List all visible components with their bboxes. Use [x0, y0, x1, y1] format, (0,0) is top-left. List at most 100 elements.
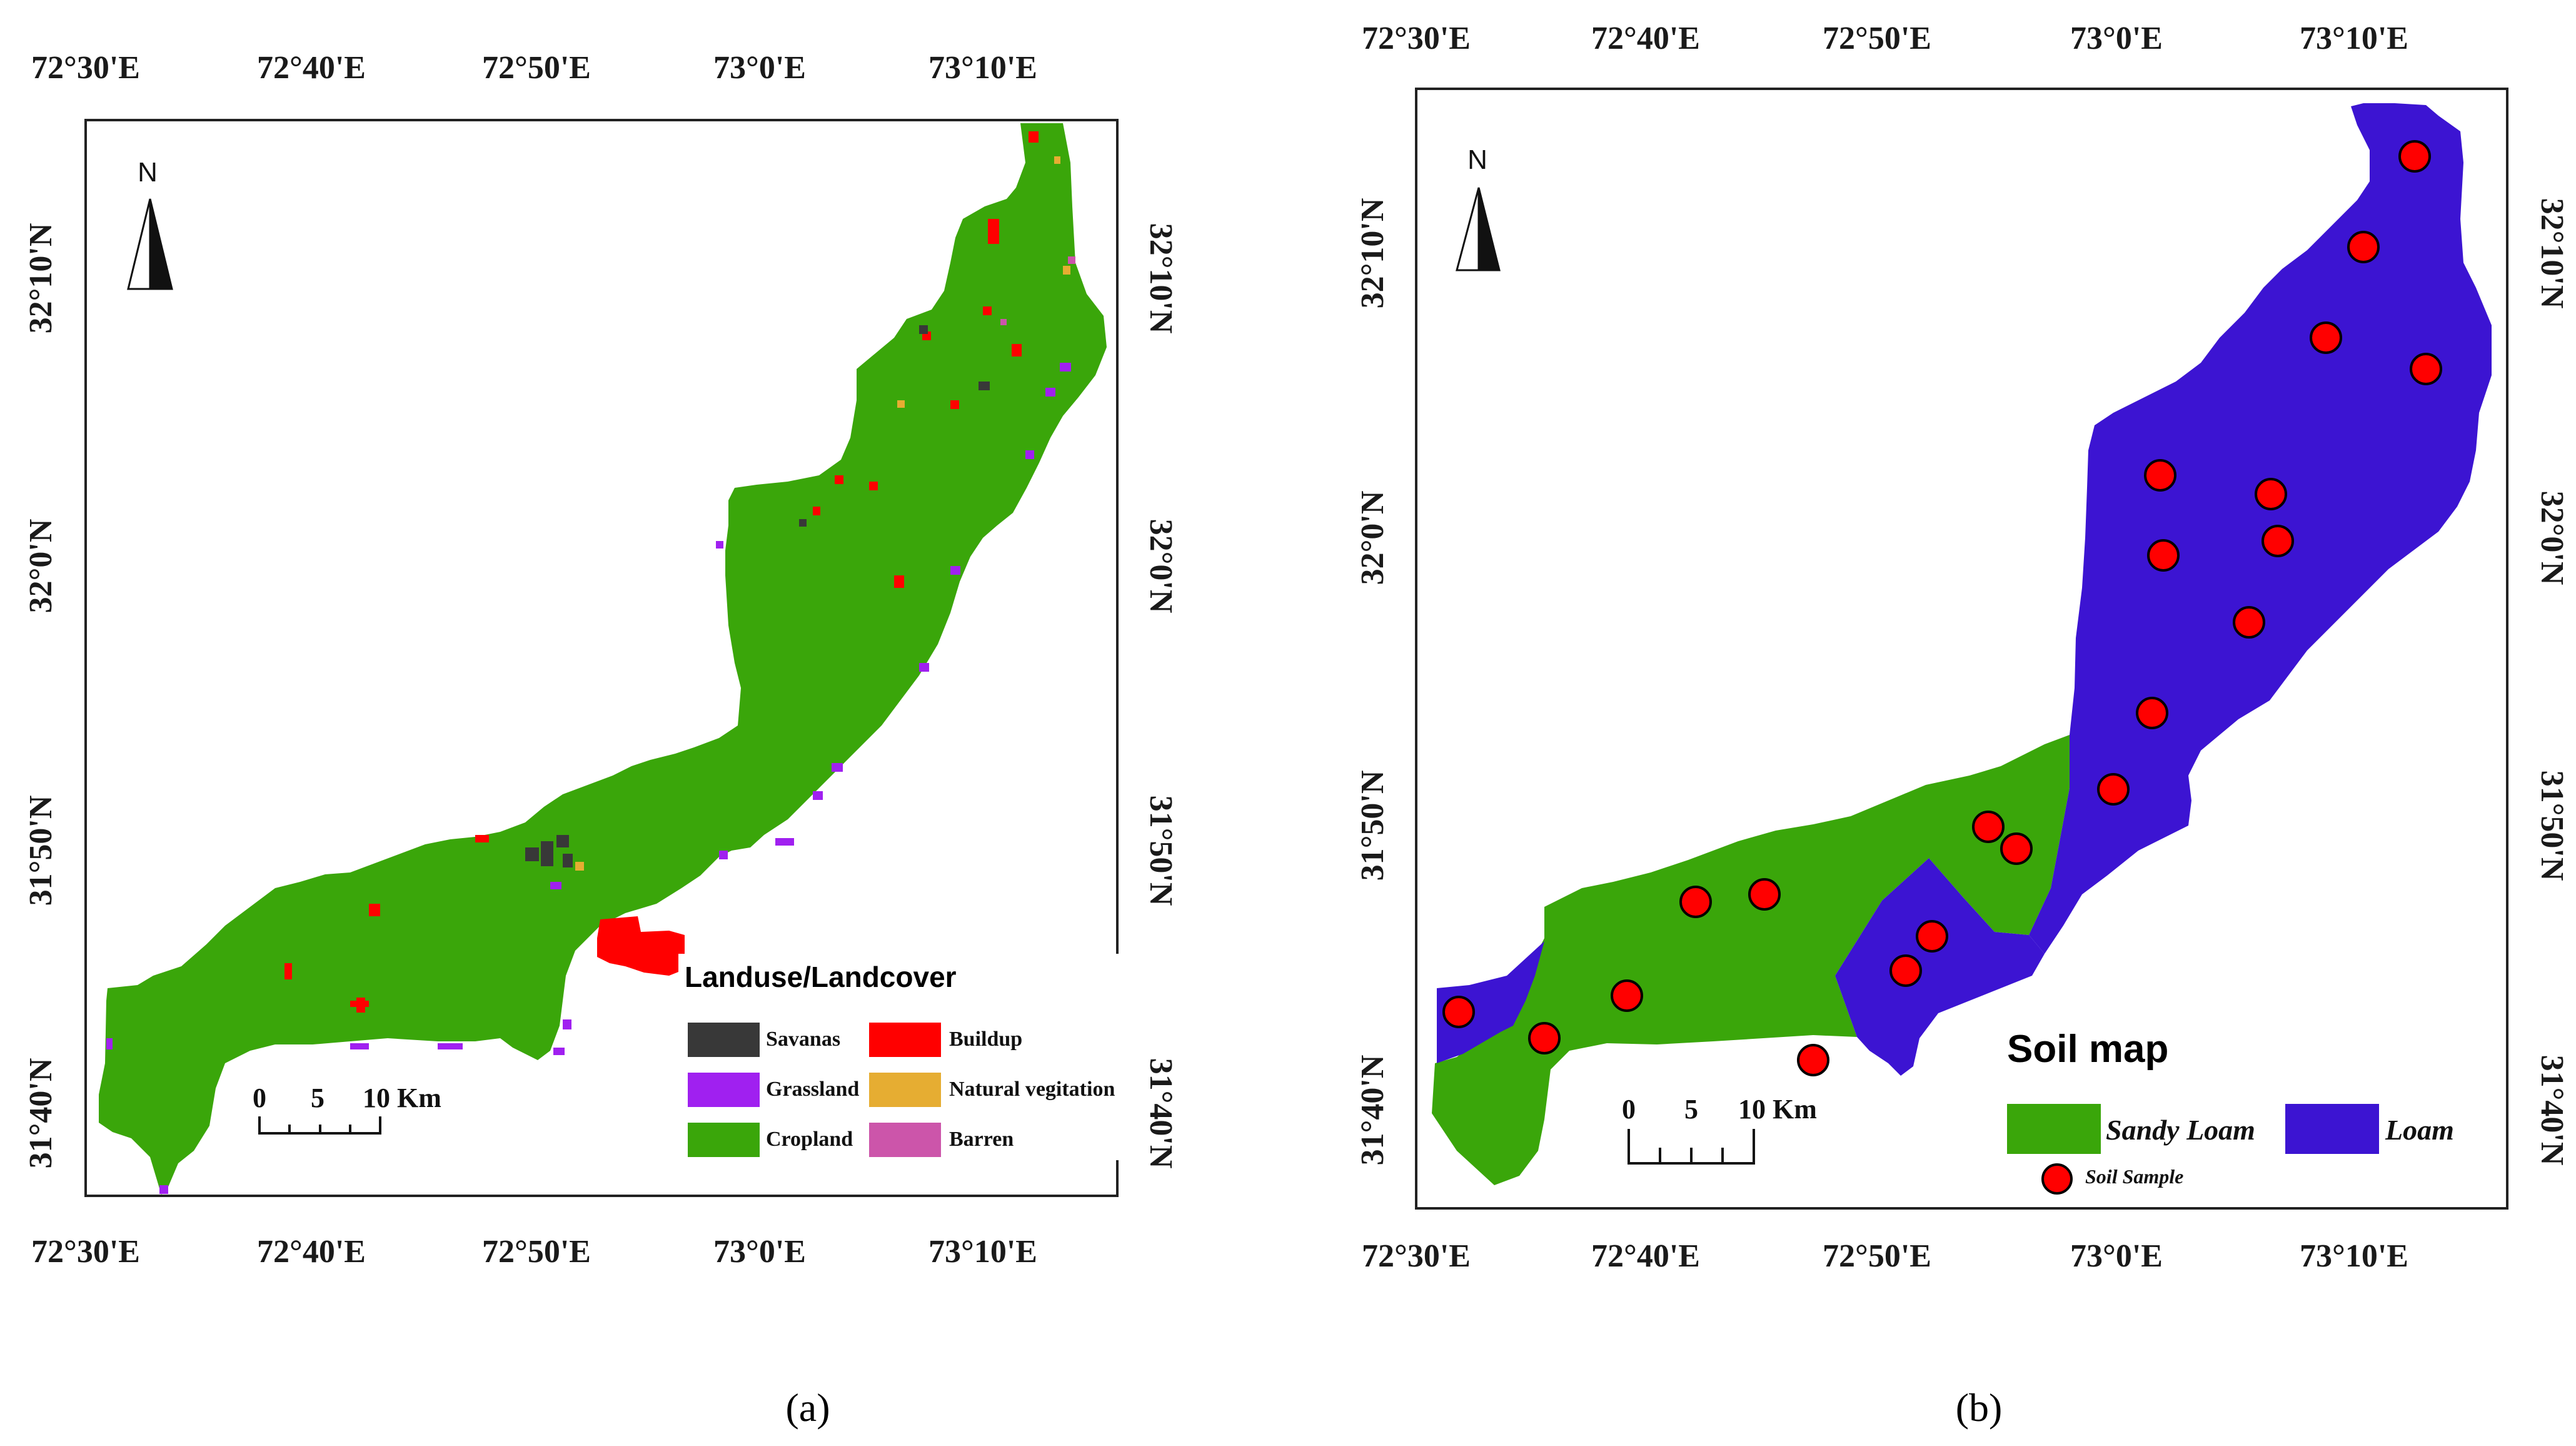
- panel-a-bottom-lon-label: 72°30'E: [31, 1234, 140, 1270]
- soil-sample-point: [2000, 832, 2033, 865]
- panel-b-bottom-lon-label: 72°50'E: [1823, 1238, 1931, 1274]
- soil-sample-point: [2255, 478, 2287, 510]
- panel-a-left-lat-label: 31°50'N: [23, 796, 59, 906]
- panel-a-scale-5: 5: [311, 1083, 325, 1113]
- panel-a-legend-label-cropland: Cropland: [766, 1128, 853, 1151]
- soil-sample-point: [2262, 525, 2294, 557]
- panel-a-urban-area: [597, 916, 685, 976]
- panel-a-scale-0: 0: [253, 1083, 266, 1113]
- panel-b-legend-swatch-sandy-loam: [2007, 1104, 2101, 1154]
- soil-sample-point: [1972, 811, 2005, 843]
- panel-b-top-lon-label: 73°10'E: [2300, 21, 2408, 56]
- panel-a-right-lat-label: 31°50'N: [1143, 796, 1179, 906]
- panel-a-legend-swatch-savanas: [688, 1023, 760, 1057]
- panel-b-scale-10: 10 Km: [1738, 1094, 1817, 1125]
- soil-sample-point: [2310, 321, 2342, 354]
- panel-a-legend-label-buildup: Buildup: [949, 1028, 1022, 1051]
- panel-b-loam-northeast-region: [2029, 103, 2492, 954]
- panel-a-legend-swatch-buildup: [869, 1023, 941, 1057]
- panel-b-bottom-lon-label: 72°30'E: [1362, 1238, 1471, 1274]
- soil-sample-point: [1748, 878, 1781, 911]
- panel-b-caption: (b): [1956, 1385, 2003, 1430]
- panel-b-sandy-loam-region: [1432, 735, 2070, 1185]
- panel-a-buildup-patches: [284, 131, 1039, 1013]
- panel-b-left-lat-label: 32°10'N: [1355, 198, 1391, 309]
- soil-sample-point: [2398, 140, 2431, 173]
- panel-b-bottom-lon-label: 72°40'E: [1591, 1238, 1700, 1274]
- panel-a-top-lon-labels: 72°30'E 72°40'E 72°50'E 73°0'E 73°10'E: [31, 50, 1037, 86]
- panel-a-bottom-lon-label: 72°50'E: [482, 1234, 591, 1270]
- panel-a-left-lat-label: 32°0'N: [23, 519, 59, 614]
- panel-b-top-lon-label: 72°40'E: [1591, 21, 1700, 56]
- panel-a-north-arrow: N: [127, 157, 173, 290]
- panel-a-top-lon-label: 73°10'E: [928, 50, 1037, 86]
- panel-a-barren-patches: [1000, 256, 1075, 325]
- panel-a-top-lon-label: 73°0'E: [713, 50, 806, 86]
- panel-a-savanas-patches: [525, 325, 990, 867]
- panel-b-legend-label-loam: Loam: [2385, 1114, 2454, 1146]
- panel-a-legend-label-barren: Barren: [949, 1128, 1014, 1151]
- panel-b-legend-title: Soil map: [2007, 1028, 2168, 1071]
- soil-sample-point: [1528, 1022, 1561, 1054]
- panel-b-left-lat-labels: 32°10'N 32°0'N 31°50'N 31°40'N: [1355, 198, 1391, 1166]
- soil-sample-point: [1611, 979, 1643, 1012]
- panel-a-top-lon-label: 72°50'E: [482, 50, 591, 86]
- panel-a-legend-swatch-grassland: [688, 1073, 760, 1107]
- panel-a-bottom-lon-labels: 72°30'E 72°40'E 72°50'E 73°0'E 73°10'E: [31, 1234, 1037, 1270]
- panel-a-bottom-lon-label: 73°0'E: [713, 1234, 806, 1270]
- panel-b-scale-0: 0: [1622, 1094, 1636, 1125]
- panel-a-right-lat-label: 32°0'N: [1143, 519, 1179, 614]
- panel-a-top-lon-label: 72°40'E: [257, 50, 366, 86]
- panel-b: N 0 5 10 Km Soil map Sandy Loam Loam Soi…: [1355, 21, 2570, 1430]
- panel-b-bottom-lon-label: 73°10'E: [2300, 1238, 2408, 1274]
- panel-a-legend-label-savanas: Savanas: [766, 1028, 840, 1051]
- panel-a-legend-label-grassland: Grassland: [766, 1078, 859, 1101]
- soil-sample-point: [2147, 539, 2180, 572]
- panel-a: N 0 5 10 Km Landuse/Landcover Savanas Bu…: [23, 50, 1179, 1430]
- panel-b-legend-sample-label: Soil Sample: [2085, 1165, 2183, 1188]
- soil-sample-point: [1679, 886, 1712, 918]
- panel-a-right-lat-labels: 32°10'N 32°0'N 31°50'N 31°40'N: [1143, 223, 1179, 1169]
- panel-b-top-lon-label: 72°50'E: [1823, 21, 1931, 56]
- soil-sample-point: [1889, 954, 1922, 987]
- panel-a-legend-swatch-natural-vegitation: [869, 1073, 941, 1107]
- soil-sample-point: [1916, 920, 1948, 953]
- panel-b-legend-sample-marker: [2041, 1163, 2073, 1195]
- soil-sample-point: [2233, 606, 2265, 639]
- panel-a-legend-label-natural-vegitation: Natural vegitation: [949, 1078, 1115, 1101]
- panel-a-top-lon-label: 72°30'E: [31, 50, 140, 86]
- panel-b-legend-swatch-loam: [2285, 1104, 2379, 1154]
- panel-a-right-lat-label: 31°40'N: [1143, 1058, 1179, 1169]
- panel-b-top-lon-labels: 72°30'E 72°40'E 72°50'E 73°0'E 73°10'E: [1362, 21, 2408, 56]
- panel-b-bottom-lon-label: 73°0'E: [2070, 1238, 2163, 1274]
- panel-b-legend-label-sandy-loam: Sandy Loam: [2106, 1114, 2255, 1146]
- soil-sample-point: [2144, 459, 2176, 492]
- panel-a-left-lat-labels: 32°10'N 32°0'N 31°50'N 31°40'N: [23, 223, 59, 1169]
- panel-b-left-lat-label: 31°50'N: [1355, 771, 1391, 881]
- panel-b-left-lat-label: 31°40'N: [1355, 1055, 1391, 1166]
- panel-a-left-lat-label: 32°10'N: [23, 223, 59, 334]
- panel-b-soil-samples: [1442, 140, 2442, 1076]
- panel-a-caption: (a): [785, 1385, 830, 1430]
- panel-b-right-lat-label: 32°10'N: [2534, 198, 2570, 309]
- soil-sample-point: [1797, 1044, 1829, 1076]
- panel-b-top-lon-label: 72°30'E: [1362, 21, 1471, 56]
- panel-b-north-arrow: N: [1456, 144, 1501, 271]
- panel-a-legend: Landuse/Landcover Savanas Buildup Grassl…: [678, 954, 1119, 1160]
- panel-b-right-lat-label: 31°50'N: [2534, 771, 2570, 881]
- panel-a-bottom-lon-label: 72°40'E: [257, 1234, 366, 1270]
- panel-b-right-lat-label: 32°0'N: [2534, 491, 2570, 585]
- panel-b-loam-west-patch: [1437, 941, 1544, 1063]
- panel-b-scale-bar: 0 5 10 Km: [1622, 1094, 1817, 1165]
- panel-b-scale-5: 5: [1684, 1094, 1698, 1125]
- panel-a-grassland-patches: [106, 363, 1071, 1194]
- panel-b-left-lat-label: 32°0'N: [1355, 491, 1391, 585]
- soil-sample-point: [2347, 231, 2380, 263]
- panel-a-legend-swatch-barren: [869, 1123, 941, 1157]
- panel-b-north-label: N: [1467, 144, 1487, 175]
- panel-a-bottom-lon-label: 73°10'E: [928, 1234, 1037, 1270]
- panel-b-legend: Soil map Sandy Loam Loam Soil Sample: [2007, 1028, 2454, 1195]
- panel-a-north-label: N: [138, 157, 158, 188]
- panel-b-right-lat-labels: 32°10'N 32°0'N 31°50'N 31°40'N: [2534, 198, 2570, 1166]
